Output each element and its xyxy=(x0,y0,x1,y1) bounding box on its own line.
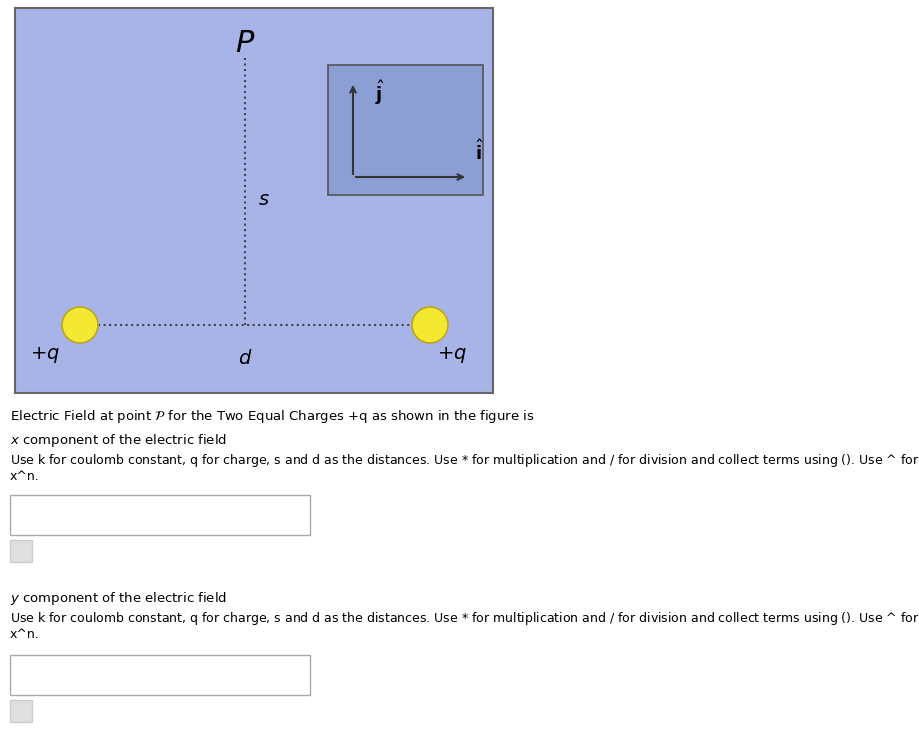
Text: x^n.: x^n. xyxy=(10,628,40,641)
Text: $y$ component of the electric field: $y$ component of the electric field xyxy=(10,590,227,607)
Text: $\hat{\mathbf{i}}$: $\hat{\mathbf{i}}$ xyxy=(474,140,483,164)
Bar xyxy=(10,655,310,695)
Text: $+q$: $+q$ xyxy=(437,345,467,365)
Bar xyxy=(10,700,32,722)
Circle shape xyxy=(412,307,448,343)
Text: Use k for coulomb constant, q for charge, s and d as the distances. Use * for mu: Use k for coulomb constant, q for charge… xyxy=(10,610,919,627)
Bar xyxy=(10,495,310,535)
Text: $P$: $P$ xyxy=(234,28,255,59)
Text: Electric Field at point $\mathcal{P}$ for the Two Equal Charges +q as shown in t: Electric Field at point $\mathcal{P}$ fo… xyxy=(10,408,534,425)
Text: $d$: $d$ xyxy=(237,349,252,367)
Text: x^n.: x^n. xyxy=(10,470,40,483)
Bar xyxy=(15,8,493,393)
Bar xyxy=(328,65,482,195)
Text: $s$: $s$ xyxy=(257,191,269,209)
Text: $x$ component of the electric field: $x$ component of the electric field xyxy=(10,432,227,449)
Circle shape xyxy=(62,307,98,343)
Text: $\hat{\mathbf{j}}$: $\hat{\mathbf{j}}$ xyxy=(375,78,384,107)
Text: $+q$: $+q$ xyxy=(30,345,60,365)
Bar xyxy=(10,540,32,562)
Text: Use k for coulomb constant, q for charge, s and d as the distances. Use * for mu: Use k for coulomb constant, q for charge… xyxy=(10,452,919,469)
